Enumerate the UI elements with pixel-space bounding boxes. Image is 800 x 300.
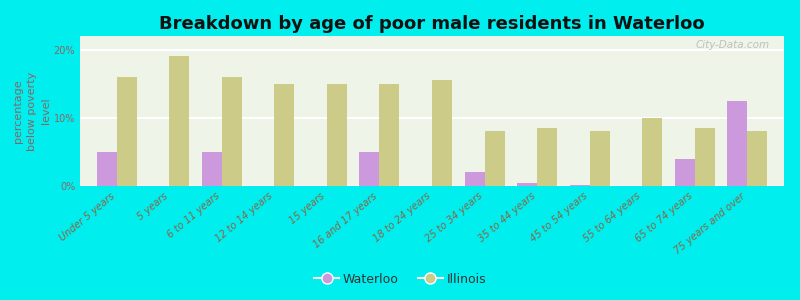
Bar bbox=[222, 77, 242, 186]
Bar bbox=[170, 56, 190, 186]
Bar bbox=[694, 128, 714, 186]
Y-axis label: percentage
below poverty
level: percentage below poverty level bbox=[13, 71, 51, 151]
Bar bbox=[432, 80, 452, 186]
Text: City-Data.com: City-Data.com bbox=[696, 40, 770, 50]
Bar bbox=[274, 84, 294, 186]
Title: Breakdown by age of poor male residents in Waterloo: Breakdown by age of poor male residents … bbox=[159, 15, 705, 33]
Bar bbox=[590, 131, 610, 186]
Bar bbox=[379, 84, 399, 186]
Bar bbox=[359, 152, 379, 186]
Bar bbox=[465, 172, 485, 186]
Bar bbox=[202, 152, 222, 186]
Bar bbox=[570, 184, 590, 186]
Bar bbox=[537, 128, 557, 186]
Bar bbox=[642, 118, 662, 186]
Bar bbox=[97, 152, 117, 186]
Bar bbox=[327, 84, 347, 186]
Bar bbox=[674, 159, 694, 186]
Bar bbox=[727, 101, 747, 186]
Bar bbox=[485, 131, 505, 186]
Bar bbox=[747, 131, 767, 186]
Legend: Waterloo, Illinois: Waterloo, Illinois bbox=[309, 268, 491, 291]
Bar bbox=[117, 77, 137, 186]
Bar bbox=[517, 183, 537, 186]
